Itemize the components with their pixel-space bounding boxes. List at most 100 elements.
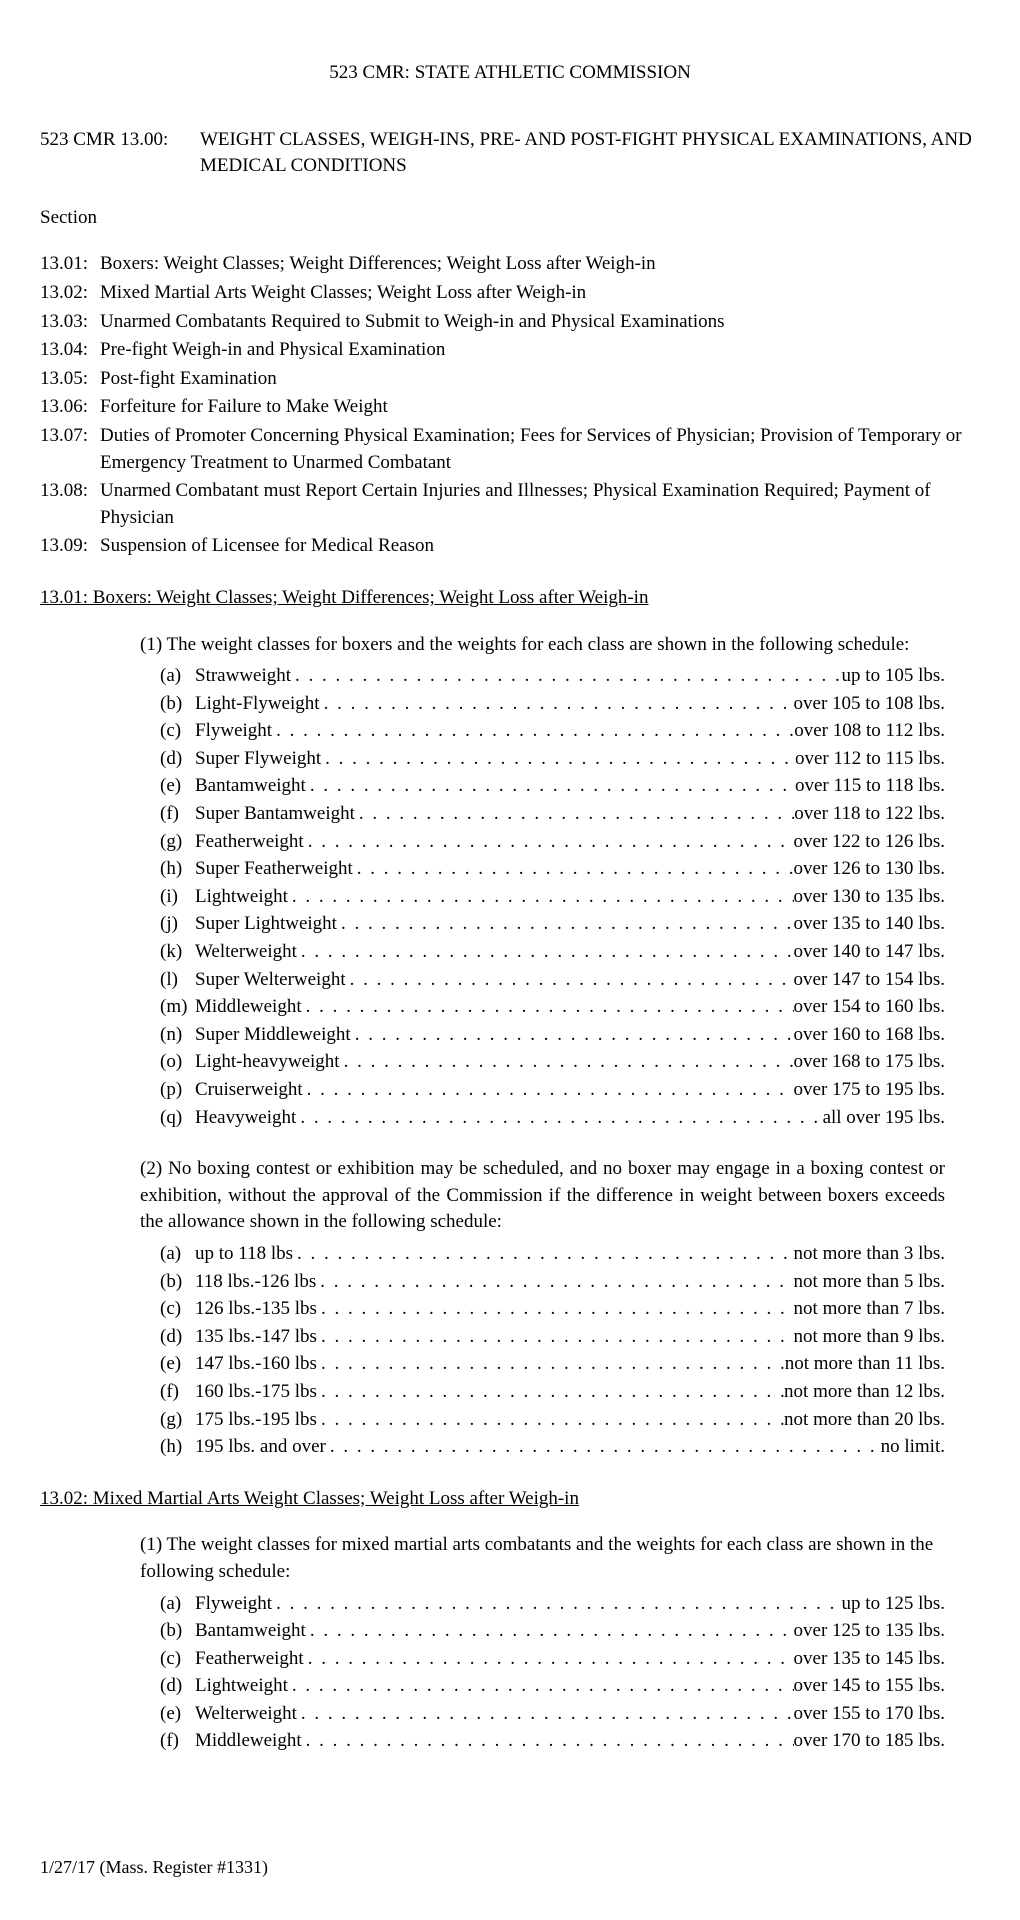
- toc-text: Suspension of Licensee for Medical Reaso…: [100, 533, 980, 560]
- weight-class-value: not more than 20 lbs.: [784, 1407, 945, 1434]
- weight-class-name: Super Flyweight: [195, 746, 321, 773]
- list-letter: (b): [160, 1618, 195, 1645]
- list-letter: (g): [160, 829, 195, 856]
- weight-class-row: (q)Heavyweight . . . . . . . . . . . . .…: [140, 1105, 945, 1132]
- toc-item: 13.02:Mixed Martial Arts Weight Classes;…: [40, 280, 980, 307]
- dot-leader: . . . . . . . . . . . . . . . . . . . . …: [317, 1351, 785, 1378]
- section-1301-heading: 13.01: Boxers: Weight Classes; Weight Di…: [40, 585, 980, 612]
- weight-class-value: not more than 5 lbs.: [794, 1269, 945, 1296]
- toc-text: Mixed Martial Arts Weight Classes; Weigh…: [100, 280, 980, 307]
- list-letter: (d): [160, 1324, 195, 1351]
- toc-text: Duties of Promoter Concerning Physical E…: [100, 423, 980, 476]
- dot-leader: . . . . . . . . . . . . . . . . . . . . …: [272, 718, 794, 745]
- dot-leader: . . . . . . . . . . . . . . . . . . . . …: [320, 691, 794, 718]
- weight-class-row: (j)Super Lightweight . . . . . . . . . .…: [140, 911, 945, 938]
- toc-item: 13.03:Unarmed Combatants Required to Sub…: [40, 309, 980, 336]
- weight-class-row: (g)Featherweight . . . . . . . . . . . .…: [140, 829, 945, 856]
- dot-leader: . . . . . . . . . . . . . . . . . . . . …: [288, 884, 794, 911]
- weight-class-row: (h)195 lbs. and over . . . . . . . . . .…: [140, 1434, 945, 1461]
- weight-class-name: 135 lbs.-147 lbs: [195, 1324, 317, 1351]
- section-1301-intro1: (1) The weight classes for boxers and th…: [140, 632, 945, 659]
- weight-class-row: (f)Super Bantamweight . . . . . . . . . …: [140, 801, 945, 828]
- page-footer: 1/27/17 (Mass. Register #1331): [40, 1855, 980, 1880]
- weight-class-value: over 170 to 185 lbs.: [794, 1728, 945, 1755]
- weight-class-value: over 125 to 135 lbs.: [794, 1618, 945, 1645]
- dot-leader: . . . . . . . . . . . . . . . . . . . . …: [317, 1379, 784, 1406]
- header-text: 523 CMR: STATE ATHLETIC COMMISSION: [329, 62, 691, 83]
- list-letter: (o): [160, 1049, 195, 1076]
- list-letter: (e): [160, 1351, 195, 1378]
- list-letter: (q): [160, 1105, 195, 1132]
- toc-item: 13.07:Duties of Promoter Concerning Phys…: [40, 423, 980, 476]
- weight-class-value: over 135 to 145 lbs.: [794, 1646, 945, 1673]
- title-block: 523 CMR 13.00: WEIGHT CLASSES, WEIGH-INS…: [40, 127, 980, 180]
- weight-class-name: Super Featherweight: [195, 856, 353, 883]
- dot-leader: . . . . . . . . . . . . . . . . . . . . …: [353, 856, 794, 883]
- dot-leader: . . . . . . . . . . . . . . . . . . . . …: [288, 1673, 794, 1700]
- weight-class-value: over 155 to 170 lbs.: [794, 1701, 945, 1728]
- dot-leader: . . . . . . . . . . . . . . . . . . . . …: [272, 1591, 841, 1618]
- dot-leader: . . . . . . . . . . . . . . . . . . . . …: [297, 939, 794, 966]
- weight-class-name: Heavyweight: [195, 1105, 296, 1132]
- weight-class-row: (c)Featherweight . . . . . . . . . . . .…: [140, 1646, 945, 1673]
- toc-item: 13.05:Post-fight Examination: [40, 366, 980, 393]
- toc-text: Pre-fight Weigh-in and Physical Examinat…: [100, 337, 980, 364]
- list-letter: (h): [160, 1434, 195, 1461]
- weight-class-value: up to 105 lbs.: [842, 663, 945, 690]
- weight-class-name: Middleweight: [195, 1728, 302, 1755]
- toc-number: 13.02:: [40, 280, 100, 307]
- weight-class-row: (i)Lightweight . . . . . . . . . . . . .…: [140, 884, 945, 911]
- list-letter: (i): [160, 884, 195, 911]
- list-letter: (p): [160, 1077, 195, 1104]
- dot-leader: . . . . . . . . . . . . . . . . . . . . …: [326, 1434, 881, 1461]
- dot-leader: . . . . . . . . . . . . . . . . . . . . …: [340, 1049, 794, 1076]
- toc-text: Boxers: Weight Classes; Weight Differenc…: [100, 251, 980, 278]
- weight-class-value: over 115 to 118 lbs.: [795, 773, 945, 800]
- weight-class-row: (a)up to 118 lbs . . . . . . . . . . . .…: [140, 1241, 945, 1268]
- dot-leader: . . . . . . . . . . . . . . . . . . . . …: [304, 829, 794, 856]
- weight-class-value: not more than 9 lbs.: [794, 1324, 945, 1351]
- toc-text: Post-fight Examination: [100, 366, 980, 393]
- weight-class-value: up to 125 lbs.: [842, 1591, 945, 1618]
- weight-class-name: Flyweight: [195, 1591, 272, 1618]
- weight-class-value: all over 195 lbs.: [823, 1105, 945, 1132]
- toc-number: 13.07:: [40, 423, 100, 476]
- list-letter: (a): [160, 663, 195, 690]
- section-1302-heading: 13.02: Mixed Martial Arts Weight Classes…: [40, 1486, 980, 1513]
- list-letter: (e): [160, 773, 195, 800]
- list-letter: (d): [160, 746, 195, 773]
- weight-class-name: 195 lbs. and over: [195, 1434, 326, 1461]
- weight-class-value: over 175 to 195 lbs.: [794, 1077, 945, 1104]
- weight-class-name: 118 lbs.-126 lbs: [195, 1269, 316, 1296]
- dot-leader: . . . . . . . . . . . . . . . . . . . . …: [302, 994, 794, 1021]
- weight-class-row: (h)Super Featherweight . . . . . . . . .…: [140, 856, 945, 883]
- weight-class-value: over 130 to 135 lbs.: [794, 884, 945, 911]
- weight-class-name: Bantamweight: [195, 773, 306, 800]
- weight-class-value: over 135 to 140 lbs.: [794, 911, 945, 938]
- toc-text: Forfeiture for Failure to Make Weight: [100, 394, 980, 421]
- weight-class-row: (d)Super Flyweight . . . . . . . . . . .…: [140, 746, 945, 773]
- weight-class-name: Super Lightweight: [195, 911, 337, 938]
- weight-class-row: (o)Light-heavyweight . . . . . . . . . .…: [140, 1049, 945, 1076]
- weight-class-row: (b)Light-Flyweight . . . . . . . . . . .…: [140, 691, 945, 718]
- page-header: 523 CMR: STATE ATHLETIC COMMISSION: [40, 60, 980, 87]
- weight-class-name: Strawweight: [195, 663, 291, 690]
- table-of-contents: 13.01:Boxers: Weight Classes; Weight Dif…: [40, 251, 980, 560]
- toc-number: 13.03:: [40, 309, 100, 336]
- toc-number: 13.01:: [40, 251, 100, 278]
- weight-class-value: over 126 to 130 lbs.: [794, 856, 945, 883]
- list-letter: (j): [160, 911, 195, 938]
- toc-item: 13.04:Pre-fight Weigh-in and Physical Ex…: [40, 337, 980, 364]
- weight-class-row: (f)160 lbs.-175 lbs . . . . . . . . . . …: [140, 1379, 945, 1406]
- title-code: 523 CMR 13.00:: [40, 127, 200, 180]
- dot-leader: . . . . . . . . . . . . . . . . . . . . …: [317, 1407, 784, 1434]
- dot-leader: . . . . . . . . . . . . . . . . . . . . …: [306, 773, 795, 800]
- weight-class-value: over 118 to 122 lbs.: [794, 801, 945, 828]
- weight-class-row: (e)147 lbs.-160 lbs . . . . . . . . . . …: [140, 1351, 945, 1378]
- weight-class-value: over 122 to 126 lbs.: [794, 829, 945, 856]
- weight-class-row: (p)Cruiserweight . . . . . . . . . . . .…: [140, 1077, 945, 1104]
- dot-leader: . . . . . . . . . . . . . . . . . . . . …: [297, 1701, 794, 1728]
- dot-leader: . . . . . . . . . . . . . . . . . . . . …: [355, 801, 794, 828]
- dot-leader: . . . . . . . . . . . . . . . . . . . . …: [304, 1646, 794, 1673]
- dot-leader: . . . . . . . . . . . . . . . . . . . . …: [346, 967, 794, 994]
